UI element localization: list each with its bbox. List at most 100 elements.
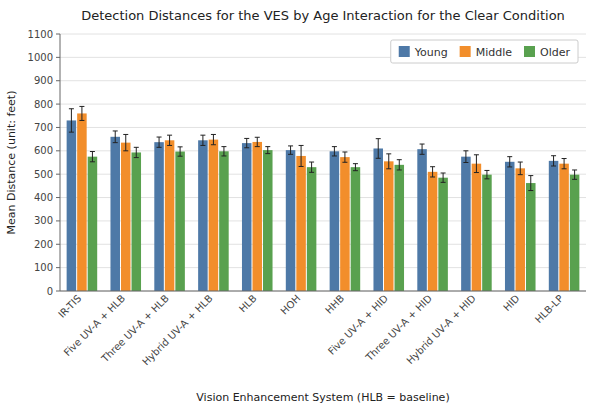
error-bar: [551, 156, 556, 166]
bar: [67, 120, 77, 291]
error-bar: [430, 167, 435, 177]
error-line: [246, 138, 247, 147]
error-cap: [211, 134, 216, 135]
error-cap: [157, 147, 162, 148]
error-cap: [528, 175, 533, 176]
error-cap: [518, 174, 523, 175]
error-cap: [342, 151, 347, 152]
error-bar: [157, 137, 162, 147]
error-bar: [420, 144, 425, 154]
error-cap: [353, 163, 358, 164]
error-cap: [474, 154, 479, 155]
x-tick-label: HOH: [279, 293, 303, 317]
series-group: [77, 106, 569, 291]
error-cap: [441, 182, 446, 183]
error-bar: [397, 160, 402, 170]
x-axis-line: [60, 291, 586, 292]
bar: [77, 113, 87, 291]
error-bar: [572, 170, 577, 179]
error-cap: [484, 170, 489, 171]
error-cap: [507, 156, 512, 157]
legend: YoungMiddleOlder: [391, 40, 578, 63]
y-tick-label: 1000: [28, 52, 53, 63]
error-bar: [441, 173, 446, 182]
error-line: [399, 160, 400, 170]
error-line: [301, 145, 302, 166]
y-tick: [56, 197, 60, 198]
chart-container: Detection Distances for the VES by Age I…: [0, 0, 600, 409]
error-cap: [221, 146, 226, 147]
error-line: [92, 152, 93, 162]
error-line: [81, 106, 82, 120]
legend-label: Older: [540, 46, 570, 59]
y-tick-label: 700: [34, 122, 53, 133]
error-cap: [518, 162, 523, 163]
error-line: [432, 167, 433, 177]
error-cap: [200, 145, 205, 146]
legend-swatch: [460, 46, 471, 57]
bar: [438, 178, 448, 291]
bar: [263, 150, 273, 291]
bar: [198, 140, 208, 291]
y-tick: [56, 220, 60, 221]
bar: [373, 148, 383, 291]
y-axis: 010020030040050060070080090010001100: [28, 29, 586, 297]
error-bar: [376, 139, 381, 159]
error-line: [125, 134, 126, 150]
error-line: [159, 137, 160, 147]
legend-frame: [391, 40, 578, 63]
legend-swatch: [399, 46, 410, 57]
y-tick-label: 900: [34, 75, 53, 86]
error-cap: [167, 135, 172, 136]
error-cap: [332, 146, 337, 147]
bar: [417, 149, 427, 291]
error-bar: [167, 135, 172, 145]
error-cap: [386, 168, 391, 169]
error-bar: [265, 147, 270, 154]
x-tick-label: HLB-LP: [533, 293, 566, 326]
x-axis-label: Vision Enhancement System (HLB = baselin…: [196, 391, 449, 404]
error-bar: [299, 145, 304, 166]
error-line: [311, 162, 312, 172]
error-bar: [386, 154, 391, 169]
error-bar: [528, 176, 533, 191]
error-line: [180, 147, 181, 156]
error-cap: [551, 166, 556, 167]
grid-line: [60, 80, 586, 81]
error-cap: [113, 130, 118, 131]
error-cap: [178, 156, 183, 157]
bar: [461, 157, 471, 291]
bar: [175, 152, 185, 291]
error-line: [574, 170, 575, 179]
bar: [219, 151, 229, 291]
x-tick-label: HID: [501, 292, 522, 313]
error-cap: [551, 155, 556, 156]
error-line: [355, 164, 356, 171]
y-axis-label: Mean Distance (unit: feet): [5, 91, 18, 235]
bar: [307, 167, 317, 291]
error-bar: [484, 170, 489, 178]
bar: [165, 140, 175, 291]
error-cap: [430, 176, 435, 177]
legend-swatch: [524, 46, 535, 57]
error-bar: [288, 146, 293, 154]
error-bar: [123, 134, 128, 150]
error-line: [213, 134, 214, 144]
error-cap: [309, 162, 314, 163]
x-axis: IR-TISFive UV-A + HLBThree UV-A + HLBHyb…: [56, 292, 565, 367]
y-tick: [56, 80, 60, 81]
error-cap: [562, 158, 567, 159]
error-bar: [507, 157, 512, 167]
error-line: [476, 155, 477, 173]
error-cap: [397, 169, 402, 170]
error-cap: [211, 144, 216, 145]
y-tick: [56, 57, 60, 58]
bar: [482, 175, 492, 291]
error-cap: [376, 158, 381, 159]
title: Detection Distances for the VES by Age I…: [81, 8, 565, 23]
series-group: [67, 109, 559, 291]
error-line: [115, 131, 116, 143]
error-line: [71, 109, 72, 132]
grid-line: [60, 150, 586, 151]
error-bar: [113, 131, 118, 143]
